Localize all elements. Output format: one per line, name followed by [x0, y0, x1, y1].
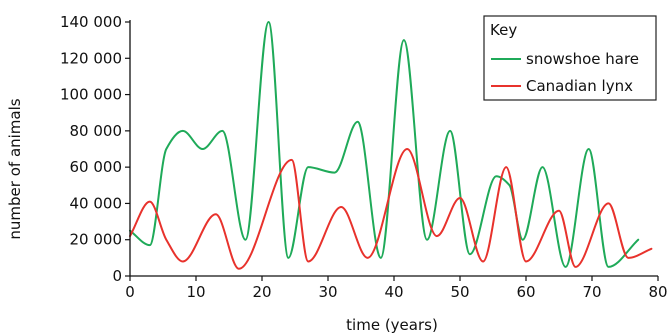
- legend-label-snowshoe-hare: snowshoe hare: [526, 50, 639, 68]
- x-tick-label: 40: [384, 283, 403, 301]
- x-tick-label: 20: [252, 283, 271, 301]
- x-tick-label: 60: [516, 283, 535, 301]
- x-tick-label: 80: [648, 283, 667, 301]
- y-tick-label: 0: [112, 267, 122, 285]
- series-layer: [129, 21, 653, 270]
- x-tick-label: 0: [125, 283, 135, 301]
- series-line-canadian-lynx: [129, 148, 653, 270]
- y-tick-label: 20 000: [70, 231, 123, 249]
- x-tick-label: 10: [186, 283, 205, 301]
- y-tick-label: 120 000: [60, 49, 122, 67]
- x-tick-label: 50: [450, 283, 469, 301]
- y-tick-label: 80 000: [70, 122, 123, 140]
- axes: 0 20 000 40 000 60 000 80 000 100 000 120 000 1…: [60, 13, 668, 301]
- legend: Key snowshoe hare Canadian lynx: [483, 15, 657, 101]
- y-axis-label: number of animals: [6, 98, 24, 239]
- series-line-snowshoe-hare: [129, 21, 640, 268]
- y-tick-label: 100 000: [60, 86, 122, 104]
- legend-label-canadian-lynx: Canadian lynx: [526, 77, 633, 95]
- y-tick-label: 140 000: [60, 13, 122, 31]
- y-tick-label: 60 000: [70, 158, 123, 176]
- x-tick-label: 70: [582, 283, 601, 301]
- x-tick-label: 30: [318, 283, 337, 301]
- legend-title: Key: [490, 21, 517, 39]
- x-axis-label: time (years): [346, 316, 438, 334]
- y-tick-label: 40 000: [70, 194, 123, 212]
